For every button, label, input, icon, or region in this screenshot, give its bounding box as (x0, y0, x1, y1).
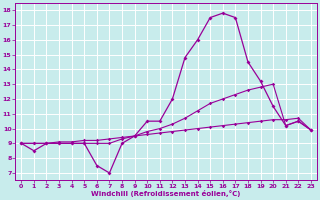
X-axis label: Windchill (Refroidissement éolien,°C): Windchill (Refroidissement éolien,°C) (92, 190, 241, 197)
